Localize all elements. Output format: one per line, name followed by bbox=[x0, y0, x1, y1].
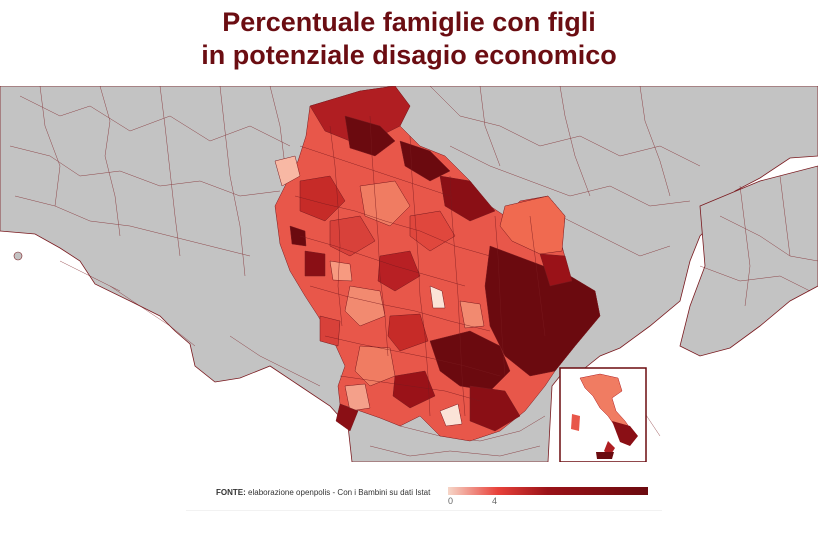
map-title: Percentuale famiglie con figli in potenz… bbox=[0, 6, 818, 72]
map-svg bbox=[0, 86, 818, 462]
land-apulia bbox=[679, 165, 818, 357]
choropleth-map[interactable] bbox=[0, 86, 818, 462]
legend-min-label: 0 bbox=[448, 496, 454, 506]
footer: FONTE: elaborazione openpolis - Con i Ba… bbox=[186, 474, 662, 511]
title-line-2: in potenziale disagio economico bbox=[201, 40, 617, 70]
island bbox=[13, 251, 23, 261]
source-label: FONTE: bbox=[216, 488, 246, 497]
source-text: elaborazione openpolis - Con i Bambini s… bbox=[248, 488, 431, 497]
source-note: FONTE: elaborazione openpolis - Con i Ba… bbox=[216, 488, 430, 497]
bay bbox=[0, 236, 55, 258]
region-municipalities bbox=[274, 86, 601, 442]
legend-color-bar bbox=[448, 487, 648, 495]
legend-mid-label: 4 bbox=[492, 496, 498, 506]
grey-municipal-lines bbox=[9, 86, 818, 457]
title-line-1: Percentuale famiglie con figli bbox=[222, 7, 596, 37]
italy-overview-map bbox=[559, 367, 647, 462]
